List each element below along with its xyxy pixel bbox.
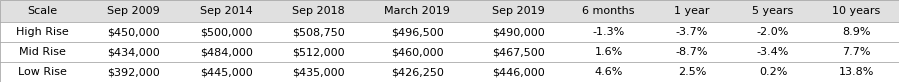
Text: 1 year: 1 year (674, 6, 709, 16)
Text: $512,000: $512,000 (292, 47, 344, 57)
Text: $460,000: $460,000 (391, 47, 443, 57)
Text: 5 years: 5 years (752, 6, 794, 16)
Text: $446,000: $446,000 (492, 67, 545, 77)
Text: 7.7%: 7.7% (842, 47, 870, 57)
Text: $450,000: $450,000 (107, 27, 159, 37)
Text: -8.7%: -8.7% (676, 47, 708, 57)
Text: -1.3%: -1.3% (592, 27, 625, 37)
Text: $467,500: $467,500 (492, 47, 545, 57)
Text: 8.9%: 8.9% (842, 27, 870, 37)
Text: 0.2%: 0.2% (759, 67, 788, 77)
Text: -2.0%: -2.0% (757, 27, 789, 37)
Text: $392,000: $392,000 (107, 67, 159, 77)
Text: Mid Rise: Mid Rise (19, 47, 67, 57)
Text: Sep 2019: Sep 2019 (492, 6, 545, 16)
Text: High Rise: High Rise (16, 27, 69, 37)
Text: 2.5%: 2.5% (678, 67, 706, 77)
Text: $445,000: $445,000 (200, 67, 254, 77)
Text: Sep 2014: Sep 2014 (200, 6, 254, 16)
Text: $484,000: $484,000 (200, 47, 254, 57)
Text: -3.4%: -3.4% (757, 47, 789, 57)
Text: $508,750: $508,750 (292, 27, 345, 37)
Bar (0, 42, 899, 62)
Text: $496,500: $496,500 (391, 27, 443, 37)
Text: $434,000: $434,000 (107, 47, 159, 57)
Text: 13.8%: 13.8% (839, 67, 874, 77)
Text: Sep 2009: Sep 2009 (107, 6, 159, 16)
Text: -3.7%: -3.7% (676, 27, 708, 37)
Text: Scale: Scale (28, 6, 58, 16)
Bar (0, 0, 899, 22)
Text: $500,000: $500,000 (200, 27, 254, 37)
Text: Low Rise: Low Rise (18, 67, 67, 77)
Text: $435,000: $435,000 (292, 67, 344, 77)
Text: $490,000: $490,000 (492, 27, 545, 37)
Text: 1.6%: 1.6% (594, 47, 623, 57)
Bar (0, 22, 899, 42)
Text: $426,250: $426,250 (391, 67, 444, 77)
Text: 10 years: 10 years (832, 6, 880, 16)
Text: 6 months: 6 months (583, 6, 635, 16)
Text: March 2019: March 2019 (384, 6, 450, 16)
Text: Sep 2018: Sep 2018 (292, 6, 345, 16)
Text: 4.6%: 4.6% (594, 67, 623, 77)
Bar (0, 62, 899, 82)
